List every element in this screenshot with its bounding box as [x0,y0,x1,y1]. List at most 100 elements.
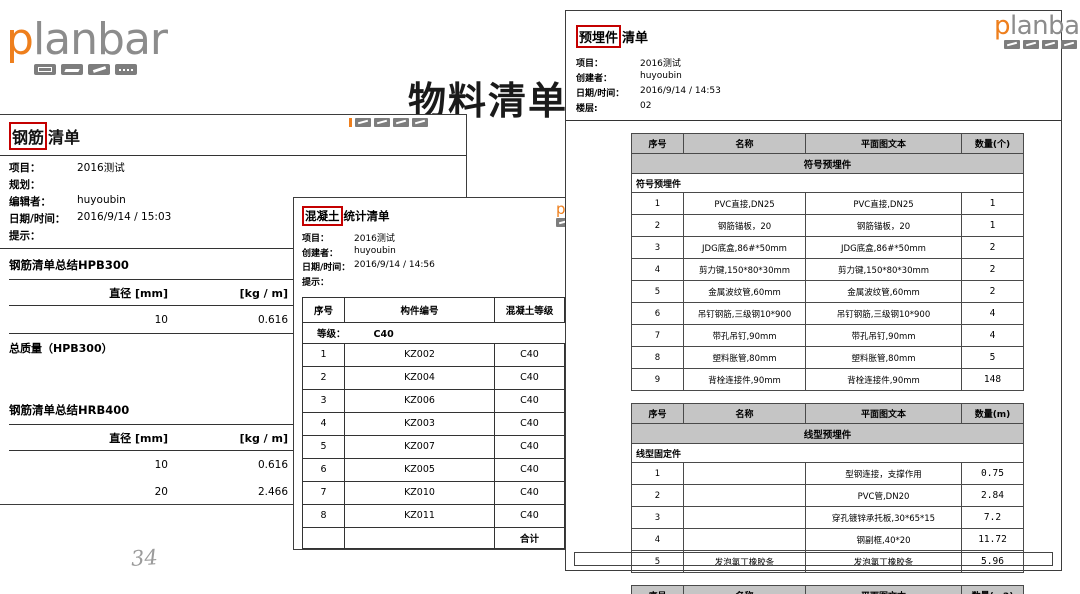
info-label: 创建者： [576,74,613,84]
info-row: 日期/时间： 2016/9/14 / 14:56 [302,260,589,273]
info-label: 提示： [302,277,330,288]
table-cell [344,526,495,549]
divider [0,248,466,249]
table-row: 2 KZ004 C40 [302,365,589,390]
table-cell: 148 [961,368,1024,391]
slab-icon [374,118,390,127]
document-info: 项目： 2016测试 创建者： huyoubin 日期/时间： 2016/9/14 / 1… [302,231,589,288]
panel-icon [1004,40,1020,49]
table-cell: KZ005 [344,457,495,482]
table-row: 8 塑料胀管,80mm 塑料胀管,80mm 5 [631,346,1024,369]
table-header-cell: 平面图文本 [805,133,962,154]
table-header-cell: 名称 [683,133,806,154]
table-cell: C40 [494,365,565,390]
rebar-section-hpb300: 钢筋清单总结HPB300 直径 [mm] [kg / m] 10 0.616 总质量… [9,257,456,356]
table-cell: 2 [961,280,1024,303]
table-row: 2 PVC管,DN20 2.84 [631,484,1024,507]
pen-icon [393,118,409,127]
info-row: 日期/时间： 2016/9/14 / 14:53 [576,86,1061,99]
table-cell [683,462,806,485]
title-highlight-box: 钢筋 [9,122,48,150]
rebar-table: 直径 [mm] [kg / m] 10 0.616 20 2.466 [9,424,294,504]
info-value: huyoubin [354,245,396,256]
table-cell: 2 [631,484,684,507]
table-cell: 塑料胀管,80mm [683,346,806,369]
doc-logo: planbar [994,13,1080,49]
table-cell: 10 [154,459,168,471]
subtotal-label: 合计 [494,526,565,549]
title-rest: 统计清单 [343,209,390,223]
table-cell: 8 [631,346,684,369]
table-header-cell: 直径 [mm] [9,279,174,306]
info-value: 2016测试 [640,59,681,69]
panel-icon [556,218,572,227]
pen-icon [1042,40,1058,49]
table-row: 1 PVC直接,DN25 PVC直接,DN25 1 [631,192,1024,215]
table-header-row: 序号 名称 平面图文本 数量(m) [631,403,1024,424]
info-row: 提示： [9,228,456,243]
table-subheader-row: 线型固定件 [631,443,1024,463]
table-cell: 1 [961,214,1024,237]
table-row: 7 带孔吊钉,90mm 带孔吊钉,90mm 4 [631,324,1024,347]
table-cell: 4 [631,258,684,281]
table-cell: 5 [631,280,684,303]
info-label: 编辑者： [9,196,51,208]
info-row: 创建者： huyoubin [576,71,1061,84]
document-info: 项目： 2016测试 规划： 编辑者： huyoubin 日期/时间： 2016/9/14 … [9,160,456,243]
info-label: 规划： [9,179,41,191]
table-cell: 带孔吊钉,90mm [805,324,962,347]
info-row: 项目： 2016测试 [302,231,589,244]
info-value: 2016测试 [354,234,395,244]
table-cell [683,506,806,529]
planbar-logo: planbar [6,18,168,75]
table-cell: 4 [302,411,345,436]
table-header-cell: 数量(m2) [961,585,1024,594]
table-cell: 剪力键,150*80*30mm [805,258,962,281]
planbar-logo-text: planbar [6,18,168,62]
concrete-table: 序号 构件编号 混凝土等级 等级： C40 1 KZ002 C40 2 KZ004 C40 3 KZ… [302,296,589,549]
table-cell: KZ010 [344,480,495,505]
info-value: 2016测试 [77,162,125,174]
table-header-cell: 序号 [631,403,684,424]
table-header-row: 序号 构件编号 混凝土等级 [302,296,589,323]
table-cell: 2 [631,214,684,237]
section-heading: 钢筋清单总结HPB300 [9,258,129,272]
table-row: 5 发泡氯丁橡胶条 发泡氯丁橡胶条 5.96 [631,550,1024,573]
slab-icon [61,64,83,75]
dots-icon [115,64,137,75]
table-cell: 带孔吊钉,90mm [683,324,806,347]
table-subheader: 符号预埋件 [631,173,1024,193]
subtotal-row: 合计 [302,526,589,549]
table-cell: 4 [631,528,684,551]
table-cell: 吊钉钢筋,三级钢10*900 [683,302,806,325]
table-title-row: 符号预埋件 [631,153,1024,174]
info-label: 项目： [302,234,330,244]
table-cell: 0.616 [174,305,294,334]
table-cell: KZ002 [344,342,495,367]
table-row: 10 0.616 [9,305,294,334]
info-label: 项目： [576,59,604,69]
document-title: 混凝土 统计清单 [302,206,589,226]
table-cell: PVC直接,DN25 [805,192,962,215]
table-cell: JDG底盒,86#*50mm [805,236,962,259]
table-cell: 背栓连接件,90mm [683,368,806,391]
table-header-row: 直径 [mm] [kg / m] [9,279,294,306]
info-label: 楼层: [576,104,598,114]
table-row: 20 2.466 [9,478,294,504]
slab-icon [1023,40,1039,49]
table-title-row: 线型预埋件 [631,423,1024,444]
grade-label: 等级： [317,328,346,340]
doc-logo-strip [349,118,428,127]
table-cell: 1 [961,192,1024,215]
table-cell: KZ003 [344,411,495,436]
table-cell: 发泡氯丁橡胶条 [805,550,962,573]
info-row: 项目： 2016测试 [576,56,1061,69]
table-cell: C40 [494,434,565,459]
panel-icon [355,118,371,127]
table-cell [683,484,806,507]
table-cell: 钢筋锚板，20 [805,214,962,237]
table-row: 8 KZ011 C40 [302,503,589,528]
title-rest: 清单 [48,128,81,147]
